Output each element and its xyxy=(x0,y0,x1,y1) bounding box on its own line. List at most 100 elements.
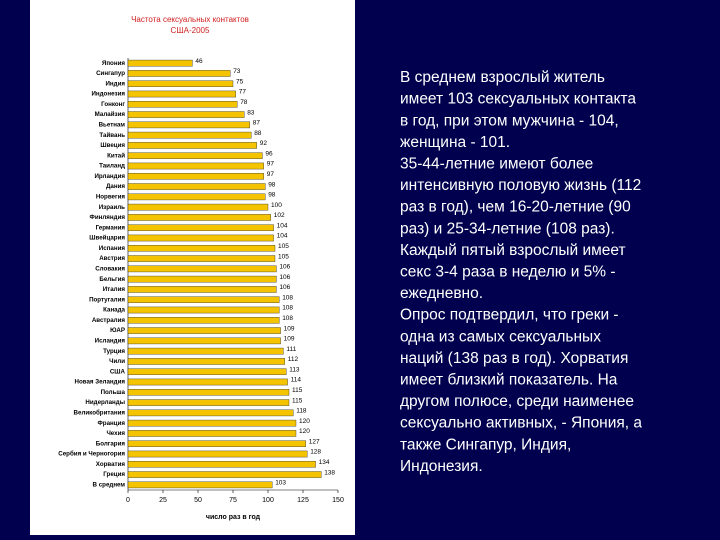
value-label: 138 xyxy=(324,469,335,476)
y-tick-label: Болгария xyxy=(96,440,126,447)
body-text-line: имеет близкий показатель. На xyxy=(400,371,618,388)
bar xyxy=(127,80,234,87)
bar xyxy=(127,275,277,283)
y-tick-label: Португалия xyxy=(89,296,125,303)
bar xyxy=(127,131,252,139)
body-text-line: также Сингапур, Индия, xyxy=(400,436,571,453)
y-tick-label: Бельгия xyxy=(99,276,125,283)
body-text-line: Каждый пятый взрослый имеет xyxy=(400,242,626,259)
value-label: 106 xyxy=(279,274,290,281)
y-tick-label: Швеция xyxy=(100,142,125,149)
bar xyxy=(127,90,237,98)
value-label: 120 xyxy=(299,418,310,425)
y-tick-label: Дания xyxy=(106,183,125,190)
bar xyxy=(127,162,265,170)
value-label: 115 xyxy=(292,397,303,404)
value-label: 109 xyxy=(284,325,295,332)
body-text-line: Опрос подтвердил, что греки - xyxy=(400,307,619,324)
y-tick-label: Индия xyxy=(105,80,125,87)
value-label: 118 xyxy=(296,408,307,415)
value-label: 111 xyxy=(286,346,296,353)
bar xyxy=(127,306,280,314)
bar xyxy=(127,368,287,375)
body-text-line: сексуально активных, - Япония, а xyxy=(400,415,642,432)
value-label: 103 xyxy=(275,480,286,487)
value-label: 102 xyxy=(274,212,285,219)
y-tick-label: Италия xyxy=(103,286,126,293)
y-tick-label: Чили xyxy=(109,358,125,365)
bar xyxy=(127,224,274,231)
y-tick-label: Греция xyxy=(103,471,125,478)
value-label: 97 xyxy=(267,161,275,168)
body-text-line: женщина - 101. xyxy=(400,134,510,151)
value-label: 46 xyxy=(195,58,203,65)
bar xyxy=(127,59,193,67)
value-label: 104 xyxy=(277,233,288,240)
x-tick-label: 125 xyxy=(297,497,309,504)
y-tick-label: Германия xyxy=(96,224,126,231)
bar xyxy=(127,471,322,478)
value-label: 105 xyxy=(278,243,289,250)
bar xyxy=(127,265,277,273)
value-label: 112 xyxy=(288,356,299,363)
body-text-line: секс 3-4 раза в неделю и 5% - xyxy=(400,263,616,280)
y-tick-label: США xyxy=(110,368,126,375)
y-tick-label: Сербия и Черногория xyxy=(58,451,125,458)
bar xyxy=(127,450,308,458)
bar xyxy=(127,389,290,396)
bar xyxy=(127,244,276,252)
body-text-line: раз) и 25-34-летние (108 раз). xyxy=(400,220,615,237)
value-label: 106 xyxy=(279,264,290,271)
x-tick-label: 50 xyxy=(194,497,202,504)
y-tick-label: Хорватия xyxy=(96,461,126,468)
y-tick-label: В среднем xyxy=(93,481,126,488)
y-tick-label: Китай xyxy=(107,152,125,159)
y-tick-label: Гонконг xyxy=(101,101,125,108)
bar xyxy=(127,347,284,355)
body-text-line: в год, при этом мужчина - 104, xyxy=(400,112,619,129)
value-label: 108 xyxy=(282,315,293,322)
body-text-line: имеет 103 сексуальных контакта xyxy=(400,91,636,108)
value-label: 73 xyxy=(233,68,241,75)
y-tick-label: Чехия xyxy=(106,430,125,437)
y-tick-label: Тайвань xyxy=(99,132,125,139)
y-tick-label: ЮАР xyxy=(110,327,125,334)
bar xyxy=(127,214,272,221)
value-label: 120 xyxy=(299,428,310,435)
y-tick-label: Ирландия xyxy=(94,173,125,180)
value-label: 96 xyxy=(265,150,273,157)
value-label: 98 xyxy=(268,181,276,188)
bar xyxy=(127,399,290,406)
bar xyxy=(127,234,274,242)
y-tick-label: Австрия xyxy=(99,255,125,262)
y-tick-label: Финляндия xyxy=(90,214,126,221)
body-text-line: одна из самых сексуальных xyxy=(400,328,601,345)
y-tick-label: Индонезия xyxy=(91,91,125,98)
y-tick-label: Нидерланды xyxy=(85,399,125,406)
body-text-line: В среднем взрослый житель xyxy=(400,69,605,86)
value-label: 98 xyxy=(268,192,276,199)
bar xyxy=(127,172,265,180)
value-label: 105 xyxy=(278,253,289,260)
y-tick-label: Швейцария xyxy=(89,235,125,242)
value-label: 115 xyxy=(292,387,303,394)
body-text-line: Индонезия. xyxy=(400,458,483,475)
value-label: 87 xyxy=(253,120,261,127)
x-axis-label: число раз в год xyxy=(206,514,261,521)
value-label: 78 xyxy=(240,99,248,106)
body-text-line: интенсивную половую жизнь (112 xyxy=(400,177,641,194)
body-text-line: наций (138 раз в год). Хорватия xyxy=(400,350,628,367)
bar xyxy=(127,255,276,262)
bar xyxy=(127,121,251,129)
bar xyxy=(127,111,245,118)
y-tick-label: Малайзия xyxy=(95,111,126,118)
y-tick-label: Франция xyxy=(98,420,126,427)
bar xyxy=(127,203,269,211)
bar xyxy=(127,440,307,447)
bar xyxy=(127,152,263,159)
bar xyxy=(127,461,316,468)
y-tick-label: Великобритания xyxy=(74,409,126,416)
bar xyxy=(127,419,297,427)
